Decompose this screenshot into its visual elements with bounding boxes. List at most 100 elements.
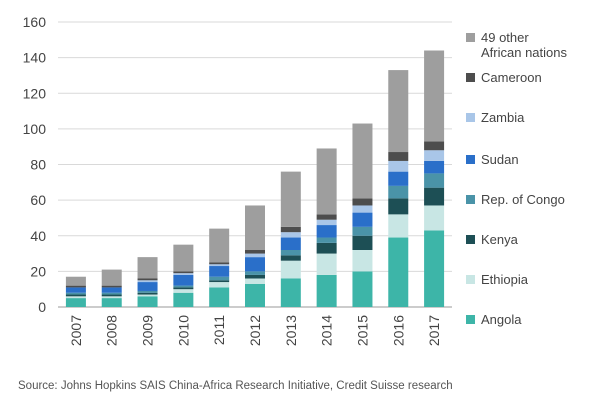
bar-segment-rep-of-congo [352,226,373,236]
bar-segment-zambia [173,273,194,275]
bar-segment-sudan [137,282,158,291]
x-axis: 2007 2008 2009 2010 2011 2012 2013 2014 2015 2016… [68,315,442,346]
bar-segment-ethiopia [173,289,194,293]
bar-segment-cameroon [352,198,373,206]
bar-segment-kenya [101,294,122,297]
bar-segment-angola [209,287,230,307]
bar-segment-sudan [101,287,122,293]
bar-segment-ethiopia [245,278,265,284]
bars [65,50,445,307]
bar-segment-cameroon [245,250,265,254]
bar-segment-sudan [209,266,230,277]
gridlines [58,21,452,308]
x-tick-label: 2010 [175,315,191,346]
bar-segment-ethiopia [209,282,230,288]
x-tick-label: 2008 [104,315,120,346]
bar-segment-kenya [316,242,337,254]
legend-swatch [466,33,475,42]
legend-item: Sudan [466,152,519,167]
bar-segment-cameroon [280,226,301,233]
bar-segment-sudan [173,274,194,286]
bar-segment-kenya [209,280,230,283]
bar-segment-sudan [280,237,301,250]
bar-segment-angola [352,271,373,307]
bar-segment-rep-of-congo [101,292,122,295]
y-tick-label: 60 [30,192,46,208]
bar-segment-zambia [280,232,301,238]
y-tick-label: 0 [38,299,46,315]
bar-segment-cameroon [173,271,194,274]
bar-segment-49-other [209,228,230,263]
bar-segment-zambia [316,219,337,226]
legend-label: Zambia [481,110,525,125]
legend-swatch [466,195,475,204]
bar-segment-49-other [316,148,337,215]
bar-segment-zambia [137,280,158,283]
y-tick-label: 120 [23,85,47,101]
bar-segment-49-other [101,269,122,286]
bar-segment-angola [101,298,122,307]
x-tick-label: 2015 [354,315,370,346]
bar-segment-49-other [388,70,409,153]
bar-segment-49-other [137,257,158,279]
source-note: Source: Johns Hopkins SAIS China-Africa … [18,380,453,392]
bar-segment-zambia [352,205,373,213]
bar-segment-49-other [352,123,373,199]
bar-segment-rep-of-congo [137,290,158,293]
legend-label: Angola [481,312,522,327]
bar-segment-kenya [137,292,158,295]
bar-segment-angola [65,298,86,307]
bar-segment-rep-of-congo [173,285,194,288]
legend-item: Rep. of Congo [466,192,565,207]
bar-segment-sudan [316,225,337,238]
bar-segment-sudan [388,171,409,186]
bar-segment-angola [173,292,194,307]
legend-item: Cameroon [466,70,542,85]
legend-label: Cameroon [481,70,542,85]
legend-label: Sudan [481,152,519,167]
bar-segment-cameroon [65,285,86,288]
legend-swatch [466,275,475,284]
bar-segment-sudan [352,212,373,227]
x-tick-label: 2012 [247,315,263,346]
legend-item: Ethiopia [466,272,528,287]
bar-segment-ethiopia [280,260,301,279]
bar-segment-sudan [65,287,86,293]
x-tick-label: 2011 [211,315,227,345]
x-tick-label: 2013 [283,315,299,346]
bar-segment-49-other [245,205,265,250]
x-tick-label: 2007 [68,315,84,346]
bar-segment-angola [245,283,265,307]
bar-segment-zambia [424,150,445,161]
bar-segment-rep-of-congo [245,271,265,275]
bar-segment-rep-of-congo [424,173,445,188]
bar-segment-rep-of-congo [209,276,230,281]
bar-segment-rep-of-congo [316,237,337,243]
bar-segment-49-other [65,276,86,286]
bar-segment-rep-of-congo [65,292,86,295]
y-tick-label: 140 [23,50,47,66]
bar-segment-zambia [388,160,409,172]
legend-label: Rep. of Congo [481,192,565,207]
y-tick-label: 160 [23,14,47,30]
bar-segment-49-other [173,244,194,272]
bar-segment-angola [316,274,337,307]
legend-swatch [466,113,475,122]
bar-segment-cameroon [101,285,122,288]
legend-item: Zambia [466,110,524,125]
bar-segment-rep-of-congo [388,185,409,199]
bar-segment-angola [280,278,301,307]
bar-segment-ethiopia [101,296,122,299]
legend-swatch [466,155,475,164]
bar-segment-kenya [65,294,86,297]
bar-segment-zambia [245,253,265,258]
bar-segment-kenya [173,287,194,290]
legend-label: Kenya [481,232,518,247]
legend-swatch [466,235,475,244]
bar-segment-kenya [245,274,265,279]
bar-segment-ethiopia [424,205,445,231]
y-tick-label: 80 [30,157,46,173]
legend-label: Ethiopia [481,272,528,287]
bar-segment-cameroon [316,214,337,220]
